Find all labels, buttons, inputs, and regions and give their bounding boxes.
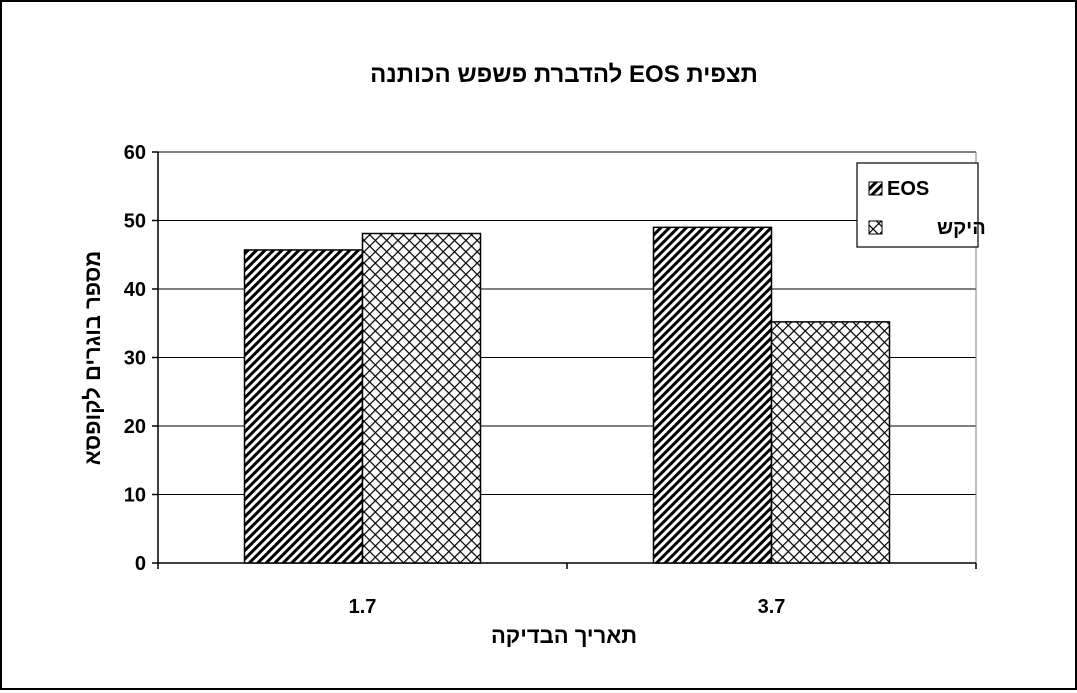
y-tick-label: 20 xyxy=(124,416,146,438)
bar-eos-0 xyxy=(243,249,364,564)
legend: EOS היקש xyxy=(856,162,986,248)
y-tick-label: 40 xyxy=(124,279,146,301)
y-tick-label: 0 xyxy=(135,553,146,575)
bar-control-0 xyxy=(361,232,482,564)
x-tick-label: 3.7 xyxy=(758,596,786,618)
y-axis-label: מספר בוגרים לקופסא xyxy=(80,251,105,465)
bar-control-1 xyxy=(770,321,891,564)
legend-swatch-eos xyxy=(868,181,883,196)
x-tick-label: 1.7 xyxy=(349,596,377,618)
plot-area: 0 10 20 30 40 50 60 1.7 3.7 xyxy=(124,142,977,618)
y-tick-label: 50 xyxy=(124,211,146,233)
bar-eos-1 xyxy=(652,226,773,564)
x-axis-label: תאריך הבדיקה xyxy=(491,623,637,648)
legend-label-control: היקש xyxy=(937,217,986,239)
y-tick-label: 30 xyxy=(124,348,146,370)
y-tick-label: 10 xyxy=(124,485,146,507)
chart-title: תצפית EOS להדברת פשפש הכותנה xyxy=(370,61,758,88)
legend-label-eos: EOS xyxy=(887,178,929,200)
legend-swatch-control xyxy=(868,220,883,235)
y-tick-label: 60 xyxy=(124,142,146,164)
